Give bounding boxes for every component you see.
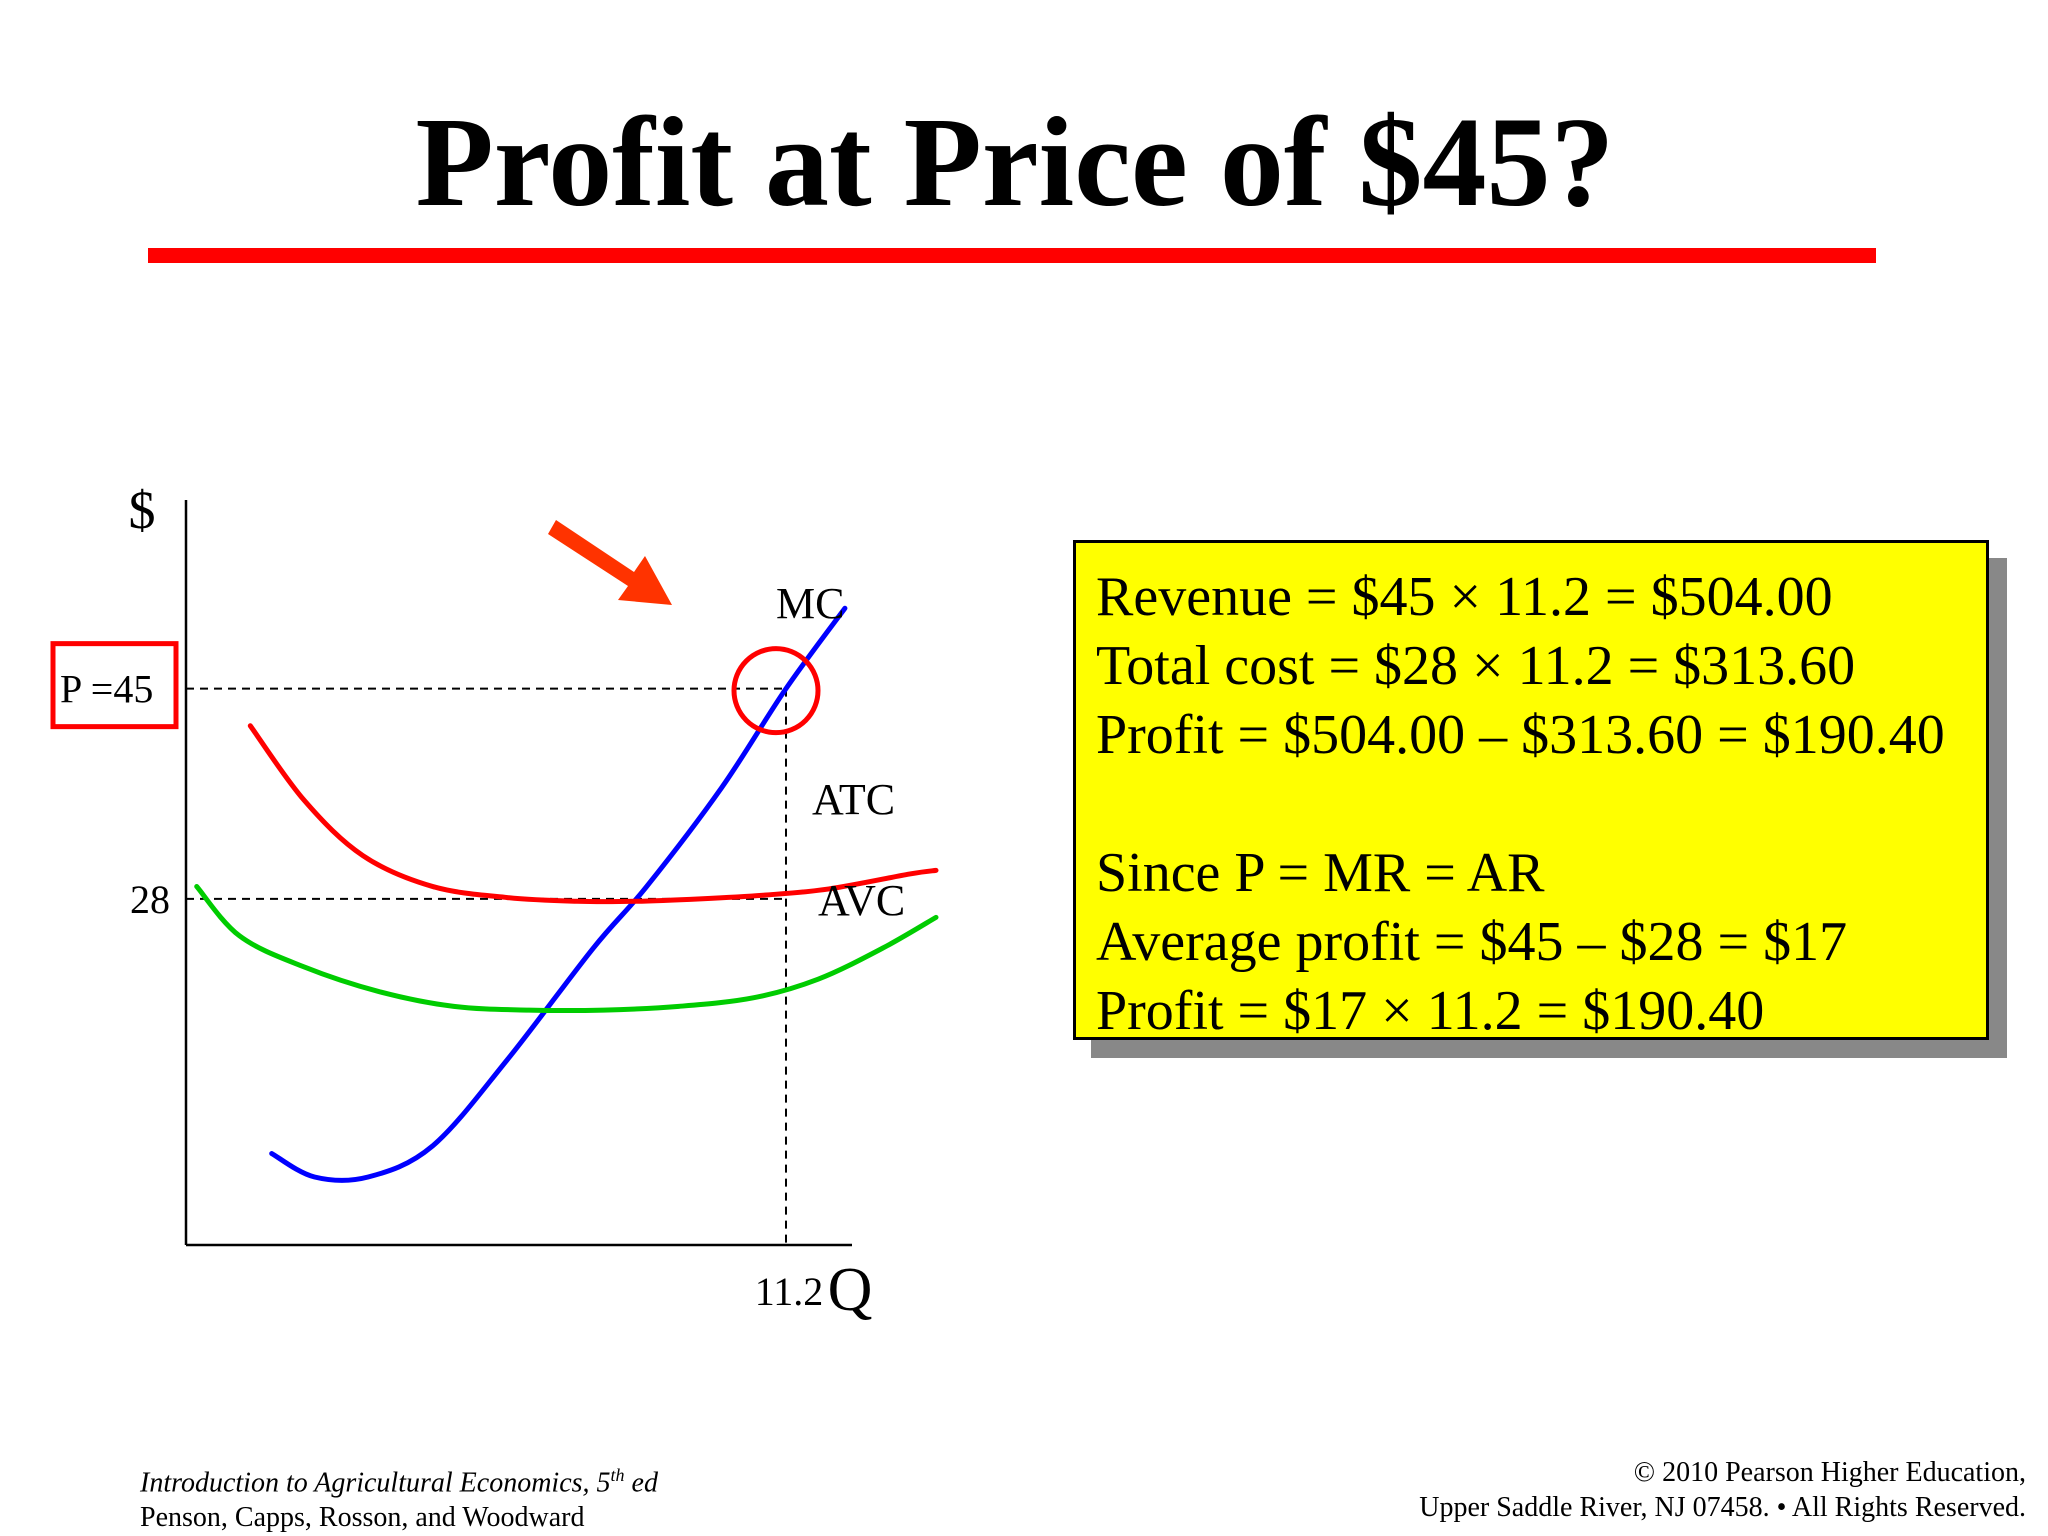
curve-atc [247,723,939,905]
x-tick-label-0: 11.2 [755,1269,824,1314]
calc-spacer [1096,770,1986,839]
footer-edition-suffix: ed [624,1467,658,1499]
y-tick-label-1: 28 [130,877,170,922]
calc-line-5: Average profit = $45 – $28 = $17 [1096,911,1848,973]
curve-label-mc: MC [776,579,844,628]
footer-copyright-line1: © 2010 Pearson Higher Education, [1633,1457,2026,1488]
y-axis-label: $ [129,480,156,540]
calc-line-6: Profit = $17 × 11.2 = $190.40 [1096,980,1765,1042]
footer-edition-sup: th [610,1465,625,1485]
slide-title: Profit at Price of $45? [415,91,1615,233]
footer-book-title-text: Introduction to Agricultural Economics, … [140,1467,611,1499]
footer-book-title: Introduction to Agricultural Economics, … [140,1458,658,1500]
mc-equals-price-circle [731,646,821,736]
curve-mc [269,605,848,1183]
curve-label-atc: ATC [812,775,895,824]
curve-label-avc: AVC [818,876,905,925]
footer-authors: Penson, Capps, Rosson, and Woodward [140,1502,585,1534]
y-tick-label-0: P =45 [60,667,153,712]
footer-copyright: © 2010 Pearson Higher Education, Upper S… [1419,1455,2026,1525]
y-tick-highlight-box [50,641,179,730]
footer-copyright-line2: Upper Saddle River, NJ 07458. • All Righ… [1419,1492,2026,1523]
profit-calculation-box: Revenue = $45 × 11.2 = $504.00 Total cost… [1073,540,1989,1042]
calc-line-4: Since P = MR = AR [1096,842,1545,904]
footer-citation: Introduction to Agricultural Economics, … [140,1458,658,1535]
x-axis-label: Q [828,1256,873,1324]
calc-line-1: Total cost = $28 × 11.2 = $313.60 [1096,635,1856,697]
calc-line-0: Revenue = $45 × 11.2 = $504.00 [1096,566,1833,628]
curve-avc [194,883,939,1014]
title-underline [148,248,1876,263]
pointer-arrow-icon [548,520,672,605]
calc-line-2: Profit = $504.00 – $313.60 = $190.40 [1096,704,1945,766]
